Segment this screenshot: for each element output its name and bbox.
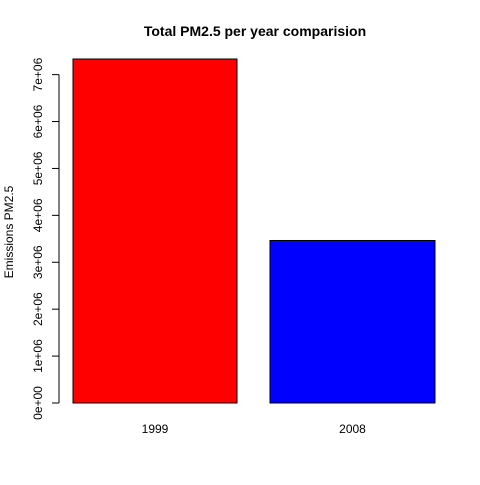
x-tick-label: 1999 [142, 422, 169, 436]
bar-2008 [269, 239, 436, 404]
bars-group [72, 58, 436, 404]
y-tick-label: 5e+06 [31, 151, 45, 185]
y-axis: 0e+00 1e+06 2e+06 3e+06 4e+06 5e+06 6e+06 7e+06 [31, 57, 60, 420]
y-tick-label: 4e+06 [31, 198, 45, 232]
x-axis-labels: 1999 2008 [142, 422, 367, 436]
y-tick-label: 1e+06 [31, 339, 45, 373]
chart-title: Total PM2.5 per year comparision [144, 23, 366, 39]
y-tick-label: 6e+06 [31, 104, 45, 138]
y-tick-label: 2e+06 [31, 292, 45, 326]
y-tick-label: 7e+06 [31, 57, 45, 91]
x-tick-label: 2008 [339, 422, 366, 436]
y-tick-label: 0e+00 [31, 386, 45, 420]
bar-1999 [72, 58, 238, 404]
y-tick-label: 3e+06 [31, 245, 45, 279]
y-axis-label: Emissions PM2.5 [2, 185, 16, 278]
